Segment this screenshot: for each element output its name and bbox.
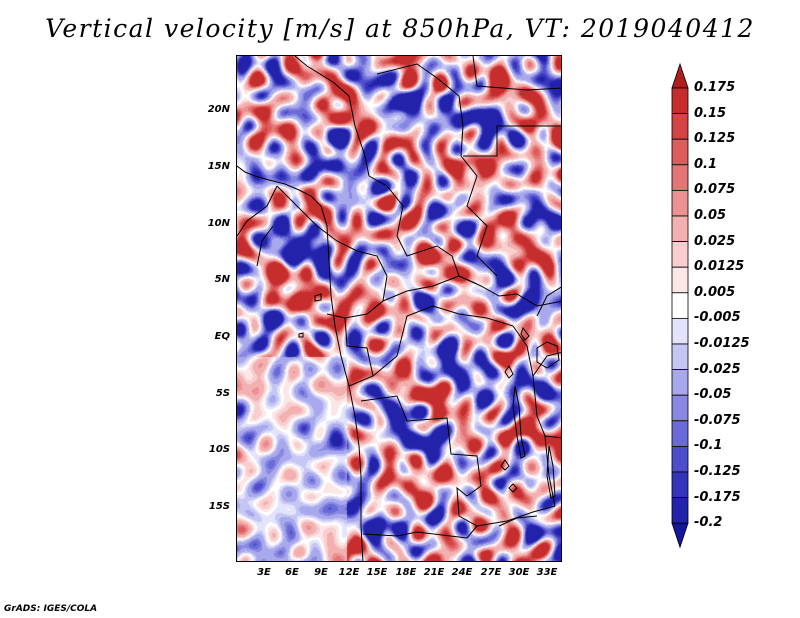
border-zambia (476, 505, 556, 527)
border-angola (360, 395, 482, 527)
colorbar-segment (671, 522, 689, 549)
colorbar-label-0.0125: 0.0125 (694, 259, 745, 274)
colorbar-segment (671, 471, 689, 499)
lat-label-5n: 5N (214, 274, 230, 285)
lake-mweru (500, 459, 510, 471)
lon-label-27e: 27E (480, 567, 502, 578)
border-cameroon (326, 300, 384, 319)
border-gabon (344, 317, 374, 387)
colorbar-label-minus-0.05: -0.05 (694, 387, 732, 402)
border-west-2 (256, 225, 274, 267)
velocity-field (237, 56, 561, 561)
border-libya-chad (463, 125, 561, 157)
colorbar-segment (671, 317, 689, 345)
border-congo (372, 305, 514, 377)
lake-kivu (504, 365, 514, 379)
colorbar-segment (671, 394, 689, 422)
border-car (382, 275, 561, 307)
lon-label-15e: 15E (366, 567, 388, 578)
colorbar-segment (671, 215, 689, 243)
colorbar-label-minus-0.125: -0.125 (694, 464, 741, 479)
colorbar-label-0.175: 0.175 (694, 80, 736, 95)
colorbar-segment (671, 266, 689, 294)
colorbar-label-0.15: 0.15 (694, 106, 727, 121)
lake-malawi (546, 445, 556, 499)
colorbar-segment (671, 292, 689, 319)
lake-albert (520, 326, 530, 341)
border-angola-south (362, 525, 478, 539)
colorbar-label-0.025: 0.025 (694, 234, 736, 249)
colorbar-segment (671, 369, 689, 396)
border-tanzania (544, 435, 561, 439)
lon-label-24e: 24E (451, 567, 473, 578)
border-north-3 (472, 56, 561, 91)
colorbar-segment (671, 445, 689, 473)
colorbar-segment (671, 241, 689, 268)
colorbar-segment (671, 497, 689, 524)
lon-label-6e: 6E (285, 567, 299, 578)
lat-label-10n: 10N (207, 218, 230, 229)
colorbar-segment (671, 113, 689, 140)
lat-label-10s: 10S (208, 444, 230, 455)
country-borders (237, 56, 561, 561)
lon-label-9e: 9E (314, 567, 328, 578)
lon-label-3e: 3E (257, 567, 271, 578)
colorbar-label-minus-0.005: -0.005 (694, 310, 741, 325)
colorbar-label-0.125: 0.125 (694, 131, 736, 146)
colorbar-label-minus-0.025: -0.025 (694, 362, 741, 377)
lake-victoria (536, 341, 560, 369)
colorbar-label-0.05: 0.05 (694, 208, 727, 223)
lat-label-20n: 20N (207, 104, 230, 115)
colorbar-segment (671, 189, 689, 217)
border-drc-east (512, 325, 556, 507)
border-chad-sudan (368, 175, 478, 285)
border-east (536, 286, 561, 317)
colorbar-label-minus-0.175: -0.175 (694, 490, 741, 505)
kariba (498, 515, 538, 527)
colorbar-segment (671, 343, 689, 371)
lake-bangweulu (508, 483, 518, 493)
border-west-1 (237, 185, 278, 237)
lat-label-15s: 15S (208, 501, 230, 512)
colorbar-label-0.075: 0.075 (694, 182, 736, 197)
colorbar-label-minus-0.0125: -0.0125 (694, 336, 750, 351)
lon-label-33e: 33E (536, 567, 558, 578)
border-north-2 (376, 63, 498, 277)
lon-label-21e: 21E (423, 567, 445, 578)
colorbar-segment (671, 164, 689, 191)
grads-credit: GrADS: IGES/COLA (4, 604, 98, 614)
border-north-1 (294, 56, 370, 177)
coastline (237, 165, 364, 561)
colorbar-label-minus-0.2: -0.2 (694, 515, 723, 530)
colorbar-label-minus-0.075: -0.075 (694, 413, 741, 428)
lat-label-5s: 5S (215, 388, 230, 399)
colorbar-label-0.005: 0.005 (694, 285, 736, 300)
colorbar-segment (671, 87, 689, 115)
colorbar-segment (671, 62, 689, 89)
colorbar-segment (671, 420, 689, 447)
lon-label-30e: 30E (508, 567, 530, 578)
colorbar-segment (671, 138, 689, 166)
lat-label-eq: EQ (214, 331, 230, 342)
small-island (298, 332, 304, 338)
lake-tanganyika (512, 385, 526, 459)
velocity-map (236, 55, 562, 562)
lon-label-18e: 18E (395, 567, 417, 578)
lon-label-12e: 12E (338, 567, 360, 578)
lat-label-15n: 15N (207, 161, 230, 172)
map-title: Vertical velocity [m/s] at 850hPa, VT: 2… (45, 14, 755, 43)
colorbar-label-0.1: 0.1 (694, 157, 718, 172)
border-nigeria (276, 185, 388, 302)
colorbar-label-minus-0.1: -0.1 (694, 438, 723, 453)
bioko-island (314, 293, 322, 302)
